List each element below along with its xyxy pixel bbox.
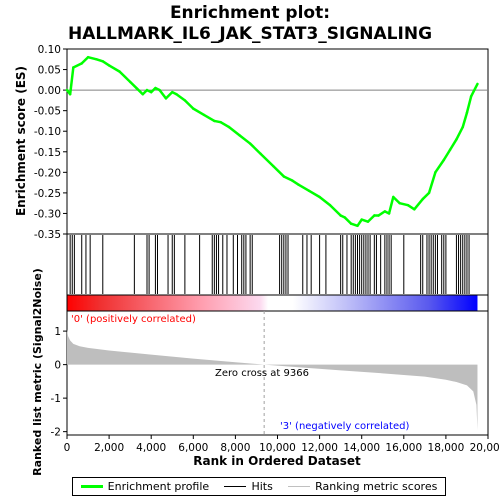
enrichment-profile-segment bbox=[175, 92, 187, 102]
enrichment-profile-segment bbox=[392, 195, 401, 205]
legend-hits-label: Hits bbox=[251, 480, 273, 493]
x-tick-label: 4,000 bbox=[136, 442, 166, 454]
legend-item-ranking: Ranking metric scores bbox=[288, 480, 437, 493]
enrichment-profile-segment bbox=[434, 158, 446, 174]
enrichment-profile-segment bbox=[366, 214, 376, 223]
enrichment-profile-segment bbox=[248, 142, 262, 156]
enrichment-profile-segment bbox=[290, 179, 300, 186]
x-tick-label: 14,000 bbox=[343, 442, 380, 454]
es-y-tick-label: -0.20 bbox=[34, 167, 61, 179]
es-y-axis-label: Enrichment score (ES) bbox=[14, 66, 28, 216]
enrichment-profile-segment bbox=[406, 203, 416, 211]
x-axis: 0 2,000 4,000 6,000 8,000 10,000 12,000 14,000 1… bbox=[64, 435, 500, 454]
legend-item-hits: Hits bbox=[224, 480, 273, 493]
enrichment-profile-segment bbox=[398, 201, 410, 207]
enrichment-profile-segment bbox=[413, 197, 424, 211]
enrichment-profile-segment bbox=[461, 111, 469, 129]
x-tick-label: 2,000 bbox=[94, 442, 124, 454]
x-tick-label: 6,000 bbox=[178, 442, 208, 454]
enrichment-profile-segment bbox=[427, 171, 437, 195]
enrichment-profile-segment bbox=[421, 191, 431, 201]
enrichment-profile-segment bbox=[455, 125, 464, 141]
metric-y-axis-label: Ranked list metric (Signal2Noise) bbox=[31, 268, 44, 476]
x-tick-label: 20,000 bbox=[470, 442, 500, 454]
enrichment-profile-segment bbox=[259, 152, 275, 168]
es-panel bbox=[66, 48, 489, 235]
enrichment-profile-segment bbox=[158, 88, 168, 100]
es-y-tick-label: 0.10 bbox=[38, 44, 61, 56]
es-y-tick-label: -0.25 bbox=[34, 188, 61, 200]
es-y-tick-label: -0.15 bbox=[34, 147, 61, 159]
enrichment-profile-segment bbox=[343, 216, 353, 225]
es-y-tick-label: -0.35 bbox=[34, 229, 61, 241]
x-axis-label: Rank in Ordered Dataset bbox=[193, 454, 361, 468]
enrichment-profile-segment bbox=[101, 60, 111, 67]
enrichment-profile-segment bbox=[164, 90, 174, 100]
legend-ranking-label: Ranking metric scores bbox=[315, 480, 438, 493]
ranking-swatch-icon bbox=[288, 486, 311, 487]
rank-color-bar bbox=[67, 295, 478, 311]
x-tick-label: 18,000 bbox=[428, 442, 465, 454]
hits-marks bbox=[69, 235, 470, 294]
positive-correlation-label: '0' (positively correlated) bbox=[71, 314, 196, 325]
metric-y-tick-label: -1 bbox=[51, 393, 61, 405]
metric-y-axis: 1 0 -1 -2 bbox=[51, 326, 67, 439]
enrichment-profile-segment bbox=[72, 62, 83, 69]
enrichment-profile-series bbox=[65, 55, 479, 228]
enrichment-profile-segment bbox=[377, 210, 387, 217]
x-tick-label: 10,000 bbox=[259, 442, 296, 454]
negative-correlation-label: '3' (negatively correlated) bbox=[280, 421, 409, 432]
enrichment-profile-segment bbox=[469, 82, 479, 98]
chart-title-line1: Enrichment plot: bbox=[170, 3, 330, 23]
enrichment-profile-segment bbox=[135, 86, 145, 96]
enrichment-profile-segment bbox=[68, 66, 75, 96]
metric-y-tick-label: -2 bbox=[51, 427, 61, 439]
enrichment-profile-segment bbox=[107, 64, 121, 73]
es-y-tick-label: -0.10 bbox=[34, 126, 61, 138]
x-tick-label: 12,000 bbox=[301, 442, 338, 454]
enrichment-profile-segment bbox=[318, 195, 332, 207]
enrichment-profile-segment bbox=[297, 183, 311, 193]
profile-swatch-icon bbox=[80, 485, 103, 488]
enrichment-profile-segment bbox=[80, 55, 90, 65]
hits-panel bbox=[66, 233, 489, 296]
legend-item-profile: Enrichment profile bbox=[80, 480, 210, 493]
legend: Enrichment profile Hits Ranking metric s… bbox=[72, 477, 446, 496]
enrichment-profile-segment bbox=[219, 120, 231, 129]
enrichment-profile-segment bbox=[272, 164, 286, 178]
enrichment-profile-segment bbox=[192, 107, 206, 117]
x-tick-label: 0 bbox=[64, 442, 71, 454]
x-tick-label: 16,000 bbox=[385, 442, 422, 454]
enrichment-profile-segment bbox=[307, 189, 321, 199]
metric-y-tick-label: 0 bbox=[54, 360, 61, 372]
chart-title-line2: HALLMARK_IL6_JAK_STAT3_SIGNALING bbox=[68, 24, 432, 44]
zero-cross-label: Zero cross at 9366 bbox=[215, 368, 309, 379]
enrichment-profile-segment bbox=[442, 148, 452, 162]
enrichment-profile-segment bbox=[118, 70, 132, 84]
enrichment-profile-segment bbox=[227, 125, 241, 137]
enrichment-profile-segment bbox=[282, 175, 294, 182]
es-y-tick-label: -0.30 bbox=[34, 208, 61, 220]
enrichment-profile-segment bbox=[448, 138, 458, 151]
es-y-axis: 0.10 0.05 0.00 -0.05 -0.10 -0.15 -0.20 -0.25 -0.… bbox=[34, 44, 67, 241]
es-y-tick-label: 0.05 bbox=[38, 65, 61, 77]
enrichment-profile-segment bbox=[387, 195, 395, 215]
enrichment-profile-segment bbox=[86, 55, 98, 61]
enrichment-profile-segment bbox=[128, 80, 138, 90]
legend-profile-label: Enrichment profile bbox=[107, 480, 210, 493]
enrichment-profile-segment bbox=[238, 134, 252, 145]
enrichment-profile-segment bbox=[183, 99, 195, 110]
enrichment-profile-segment bbox=[465, 95, 473, 114]
x-tick-label: 8,000 bbox=[220, 442, 250, 454]
enrichment-profile-segment bbox=[202, 113, 216, 123]
metric-y-tick-label: 1 bbox=[54, 326, 61, 338]
es-y-tick-label: -0.05 bbox=[34, 106, 61, 118]
hits-swatch-icon bbox=[224, 486, 247, 487]
es-y-tick-label: 0.00 bbox=[38, 85, 61, 97]
enrichment-profile-segment bbox=[328, 203, 342, 217]
